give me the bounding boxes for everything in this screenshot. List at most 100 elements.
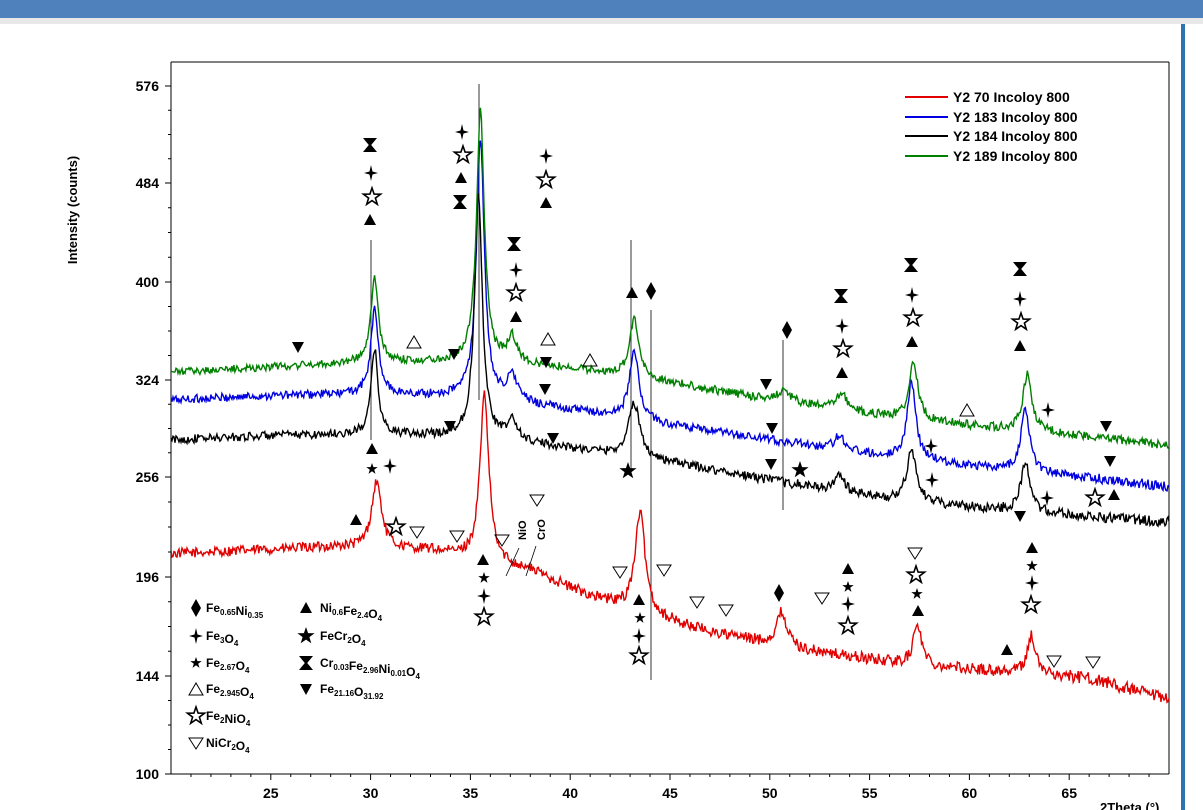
marker-triangle-open [540,332,556,346]
marker-triangle-open [582,353,598,367]
marker-triangle [912,605,924,616]
peak-annotations: NiO CrO [505,519,548,577]
marker-triangle-open [612,566,628,579]
phase-legend-symbol [188,682,204,696]
phase-legend-symbol [188,737,204,750]
marker-triangle [1014,340,1026,351]
marker-star4 [364,165,378,181]
marker-hourglass [904,258,918,272]
marker-triangle [842,563,854,574]
marker-star5-open [474,607,494,626]
marker-star5-small [478,572,490,583]
y-tick-label: 196 [136,569,160,585]
marker-triangle-open [406,335,422,349]
marker-triangle [350,514,362,525]
annotation-nio: NiO [517,520,529,540]
marker-triangle [510,311,522,322]
phase-legend-label: Fe21.16O31.92 [320,682,384,701]
y-tick-label: 576 [136,78,160,94]
phase-legend-label: Fe0.65Ni0.35 [206,601,264,620]
marker-hourglass [453,195,467,209]
phase-legend-label: Fe2.67O4 [206,656,250,675]
marker-triangle-down [292,342,304,353]
marker-star5-open [833,339,853,358]
marker-star4 [632,628,646,644]
marker-star5-small [1026,560,1038,571]
marker-triangle [1026,542,1038,553]
marker-star4 [841,596,855,612]
marker-triangle [455,172,467,183]
legend-label-y2-70: Y2 70 Incoloy 800 [953,89,1070,105]
y-tick-label: 144 [136,668,160,684]
phase-legend: Fe0.65Ni0.35 Ni0.6Fe2.4O4 Fe3O4 FeCr2O4 Fe2.… [186,599,420,755]
marker-triangle [633,594,645,605]
annotation-pointer [505,547,520,577]
legend-label-y2-184: Y2 184 Incoloy 800 [953,128,1078,144]
x-tick-label: 35 [463,785,479,801]
marker-star5-open [903,308,923,327]
x-tick-label: 40 [562,785,578,801]
marker-star4 [1013,291,1027,307]
marker-triangle [836,367,848,378]
series-line-183 [171,140,1169,493]
marker-triangle-open [449,530,465,543]
phase-legend-symbol [189,628,203,644]
phase-legend-label: Fe2NiO4 [206,709,251,728]
marker-star4 [455,124,469,140]
marker-triangle-open [656,564,672,577]
x-tick-label: 60 [962,785,978,801]
y-tick-label: 256 [136,469,160,485]
marker-star5-small [842,581,854,592]
y-tick-label: 324 [136,372,160,388]
marker-triangle-down [1104,456,1116,467]
marker-triangle-down [1014,511,1026,522]
marker-triangle-down [1100,421,1112,432]
marker-triangle-open [814,592,830,605]
marker-star5-large [791,461,809,478]
phase-legend-symbol [191,599,201,617]
phase-legend-symbol [300,602,312,613]
marker-star4 [925,472,939,488]
marker-star4 [905,287,919,303]
x-tick-label: 25 [263,785,279,801]
marker-star5-open [1021,595,1041,614]
phase-legend-symbol [190,657,202,668]
x-tick-label: 55 [862,785,878,801]
marker-star4 [835,318,849,334]
phase-legend-label: Fe2.945O4 [206,682,254,701]
marker-star5-open [1085,488,1105,507]
marker-triangle-open [718,604,734,617]
marker-star5-small [634,612,646,623]
marker-star4 [509,262,523,278]
marker-star4 [539,148,553,164]
marker-triangle [366,443,378,454]
phase-legend-symbol [299,656,313,670]
marker-triangle [364,214,376,225]
marker-star5-small [911,588,923,599]
marker-triangle-open [689,596,705,609]
marker-diamond [782,321,792,339]
marker-triangle-open [907,547,923,560]
phase-legend-symbol [297,627,315,644]
y-tick-label: 400 [136,274,160,290]
marker-triangle-open [959,403,975,417]
x-tick-label: 50 [762,785,778,801]
marker-star5-open [536,170,556,189]
marker-star4 [1041,402,1055,418]
marker-hourglass [1013,262,1027,276]
marker-triangle-open [409,526,425,539]
marker-triangle-down [766,423,778,434]
y-axis-title: Intensity (counts) [65,156,80,264]
marker-triangle-open [1046,655,1062,668]
phase-legend-label: FeCr2O4 [320,629,366,648]
legend-label-y2-189: Y2 189 Incoloy 800 [953,148,1078,164]
marker-star5-open [362,187,382,206]
marker-star5-open [506,283,526,302]
marker-diamond [774,584,784,602]
series-legend: Y2 70 Incoloy 800 Y2 183 Incoloy 800 Y2 … [905,89,1078,164]
y-tick-label: 484 [136,175,160,191]
marker-star5-open [629,646,649,665]
marker-triangle-down [539,384,551,395]
phase-legend-label: Fe3O4 [206,629,239,648]
x-tick-label: 30 [363,785,379,801]
